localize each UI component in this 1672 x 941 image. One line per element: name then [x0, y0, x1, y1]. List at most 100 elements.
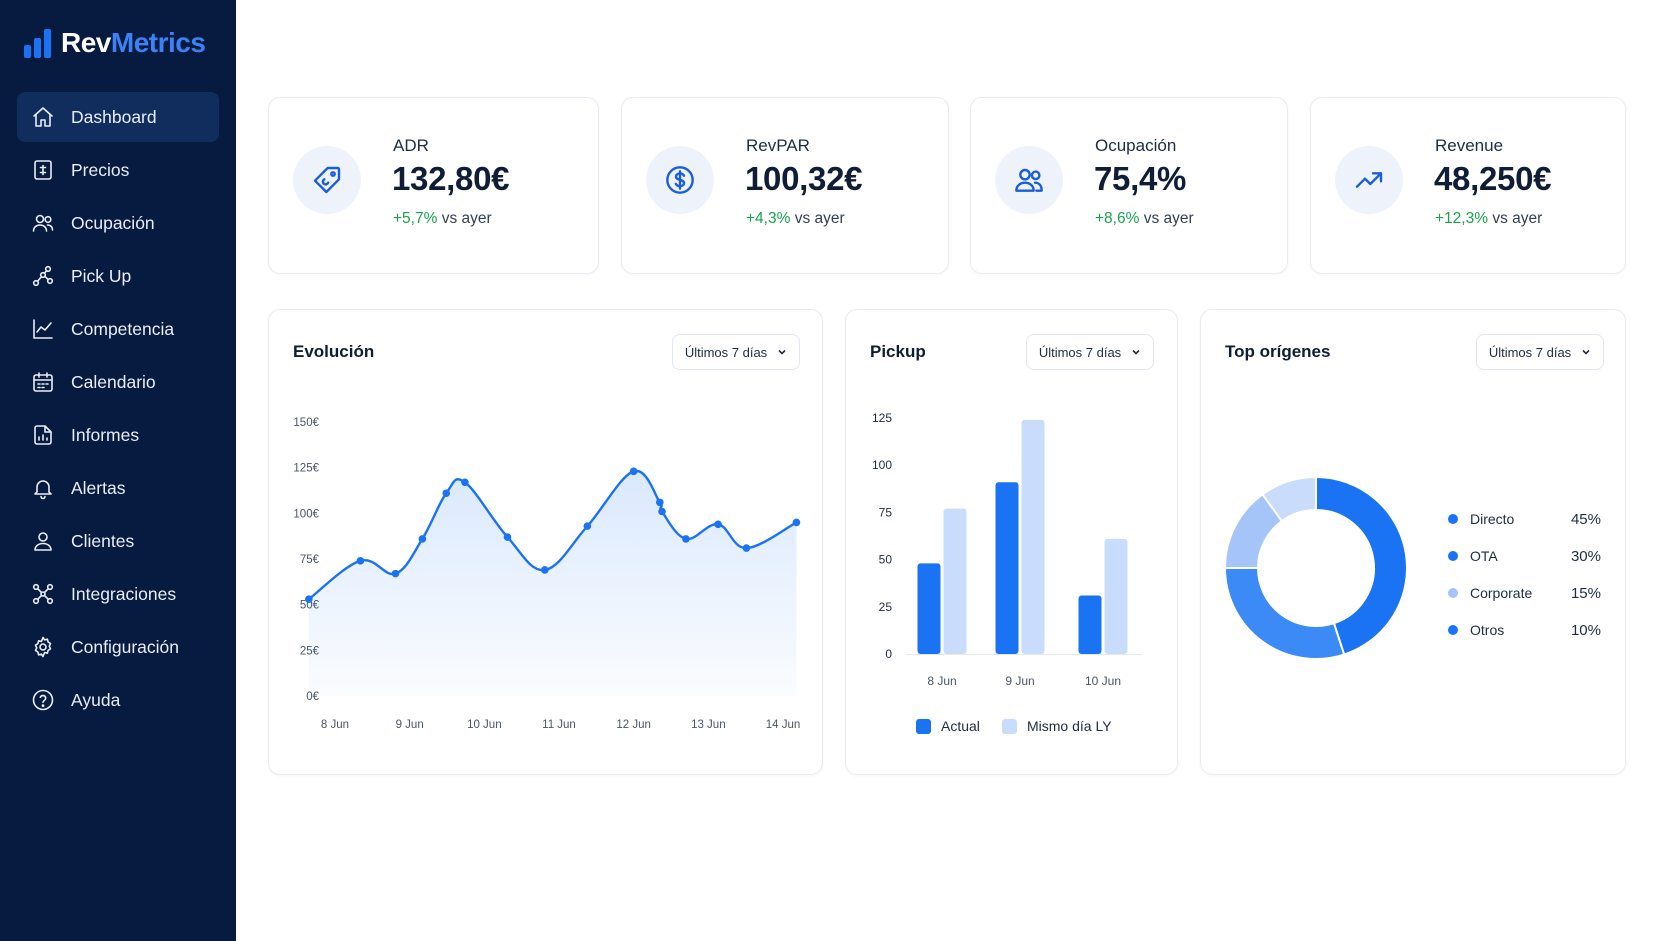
donut-slice	[1315, 475, 1408, 656]
series-line	[307, 469, 798, 601]
y-tick-label: 125	[872, 411, 892, 425]
legend-dot	[1448, 514, 1458, 524]
sidebar: RevMetrics Dashboard Precios Ocupación P…	[0, 0, 236, 941]
kpi-card-adr[interactable]: ADR 132,80€ +5,7% vs ayer	[268, 97, 599, 274]
bar-ly	[943, 508, 967, 654]
logo-text-rev: Rev	[61, 27, 111, 58]
sidebar-item-clientes[interactable]: Clientes	[17, 516, 219, 566]
y-tick-label: 100	[872, 458, 892, 472]
sidebar-item-label: Integraciones	[71, 583, 177, 604]
bar-actual	[995, 482, 1019, 654]
data-point	[792, 518, 801, 527]
y-tick-label: 50	[879, 553, 893, 567]
sidebar-item-label: Pick Up	[71, 265, 132, 286]
y-tick-label: 75	[879, 505, 893, 519]
chevron-down-icon	[1132, 349, 1140, 355]
users-icon	[31, 211, 55, 235]
sidebar-item-dashboard[interactable]: Dashboard	[17, 92, 219, 142]
y-tick-label: 125€	[293, 463, 319, 475]
sidebar-item-label: Ayuda	[71, 689, 121, 710]
sidebar-item-configuracion[interactable]: Configuración	[17, 622, 219, 672]
user-icon	[31, 529, 55, 553]
data-point	[461, 478, 469, 487]
legend-label: Actual	[941, 718, 980, 734]
pickup-range-dropdown[interactable]: Últimos 7 días	[1026, 334, 1154, 370]
bar-ly	[1021, 419, 1045, 654]
donut-slice	[1261, 475, 1317, 523]
donut-legend-item: OTA 30%	[1448, 546, 1601, 566]
legend-label: OTA	[1470, 548, 1498, 564]
data-point	[356, 557, 365, 565]
bar-actual	[1078, 595, 1102, 654]
legend-dot	[1448, 625, 1458, 635]
data-point	[541, 566, 549, 574]
line-area-fill	[308, 470, 797, 696]
logo-text-metrics: Metrics	[110, 27, 206, 58]
sidebar-item-informes[interactable]: Informes	[17, 410, 219, 460]
calendar-icon	[31, 370, 55, 394]
sidebar-item-label: Configuración	[71, 636, 179, 657]
data-point	[682, 535, 690, 543]
origins-range-dropdown[interactable]: Últimos 7 días	[1476, 334, 1604, 370]
pickup-panel: Pickup Últimos 7 días 0 25 50 75 100 125 8 Jun…	[845, 309, 1178, 775]
kpi-value: 48,250€	[1434, 160, 1552, 197]
chevron-down-icon	[778, 349, 786, 355]
kpi-label: RevPAR	[746, 136, 810, 155]
legend-value: 45%	[1570, 511, 1601, 528]
y-tick-label: 100€	[293, 508, 319, 520]
x-tick-label: 10 Jun	[467, 719, 502, 731]
sidebar-item-pick-up[interactable]: Pick Up	[17, 251, 219, 301]
kpi-card-revpar[interactable]: RevPAR 100,32€ +4,3% vs ayer	[621, 97, 949, 274]
sidebar-item-calendario[interactable]: Calendario	[17, 357, 219, 407]
kpi-delta-suffix: vs ayer	[1139, 210, 1194, 227]
sidebar-item-alertas[interactable]: Alertas	[17, 463, 219, 513]
kpi-value: 100,32€	[745, 160, 863, 197]
kpi-card-ocupacion[interactable]: Ocupación 75,4% +8,6% vs ayer	[970, 97, 1288, 274]
kpi-label: Revenue	[1435, 136, 1504, 155]
sidebar-item-precios[interactable]: Precios	[17, 145, 219, 195]
help-icon	[31, 688, 55, 712]
app-logo[interactable]: RevMetrics	[24, 27, 206, 59]
bar-actual	[917, 563, 941, 654]
app-name: RevMetrics	[61, 27, 206, 59]
chevron-down-icon	[1582, 349, 1590, 355]
bar-chart-logo-icon	[24, 28, 51, 58]
x-tick-label: 10 Jun	[1085, 674, 1121, 688]
data-point	[305, 595, 313, 603]
legend-value: 15%	[1570, 585, 1601, 602]
origins-panel: Top orígenes Últimos 7 días Directo 45% …	[1200, 309, 1626, 775]
kpi-value: 132,80€	[392, 160, 510, 197]
legend-value: 30%	[1570, 548, 1601, 565]
y-tick-label: 150€	[293, 417, 319, 429]
sidebar-item-ayuda[interactable]: Ayuda	[17, 675, 219, 725]
legend-label: Mismo día LY	[1027, 718, 1112, 734]
panel-title: Top orígenes	[1225, 342, 1331, 361]
legend-item-ly: Mismo día LY	[1002, 718, 1112, 734]
y-tick-label: 75€	[300, 554, 320, 566]
dropdown-label: Últimos 7 días	[1488, 344, 1572, 360]
sidebar-item-integraciones[interactable]: Integraciones	[17, 569, 219, 619]
legend-swatch	[916, 718, 931, 734]
home-icon	[31, 105, 55, 129]
kpi-change: +4,3% vs ayer	[746, 210, 845, 228]
data-point	[442, 489, 451, 498]
sidebar-item-ocupacion[interactable]: Ocupación	[17, 198, 219, 248]
legend-item-actual: Actual	[916, 718, 980, 734]
sidebar-item-label: Alertas	[71, 477, 126, 498]
donut-slice	[1223, 567, 1346, 660]
y-tick-label: 25	[879, 600, 893, 614]
evolution-range-dropdown[interactable]: Últimos 7 días	[672, 334, 800, 370]
kpi-card-revenue[interactable]: Revenue 48,250€ +12,3% vs ayer	[1310, 97, 1626, 274]
sidebar-item-label: Competencia	[71, 318, 175, 339]
sidebar-item-label: Informes	[71, 424, 140, 445]
nodes-icon	[31, 264, 55, 288]
x-tick-label: 9 Jun	[1005, 674, 1034, 688]
sidebar-item-competencia[interactable]: Competencia	[17, 304, 219, 354]
data-point	[503, 533, 512, 541]
users-icon	[995, 146, 1063, 214]
kpi-delta: +5,7%	[393, 210, 438, 227]
legend-value: 10%	[1570, 622, 1601, 639]
kpi-delta-suffix: vs ayer	[1488, 210, 1543, 227]
sidebar-item-label: Dashboard	[71, 106, 157, 127]
